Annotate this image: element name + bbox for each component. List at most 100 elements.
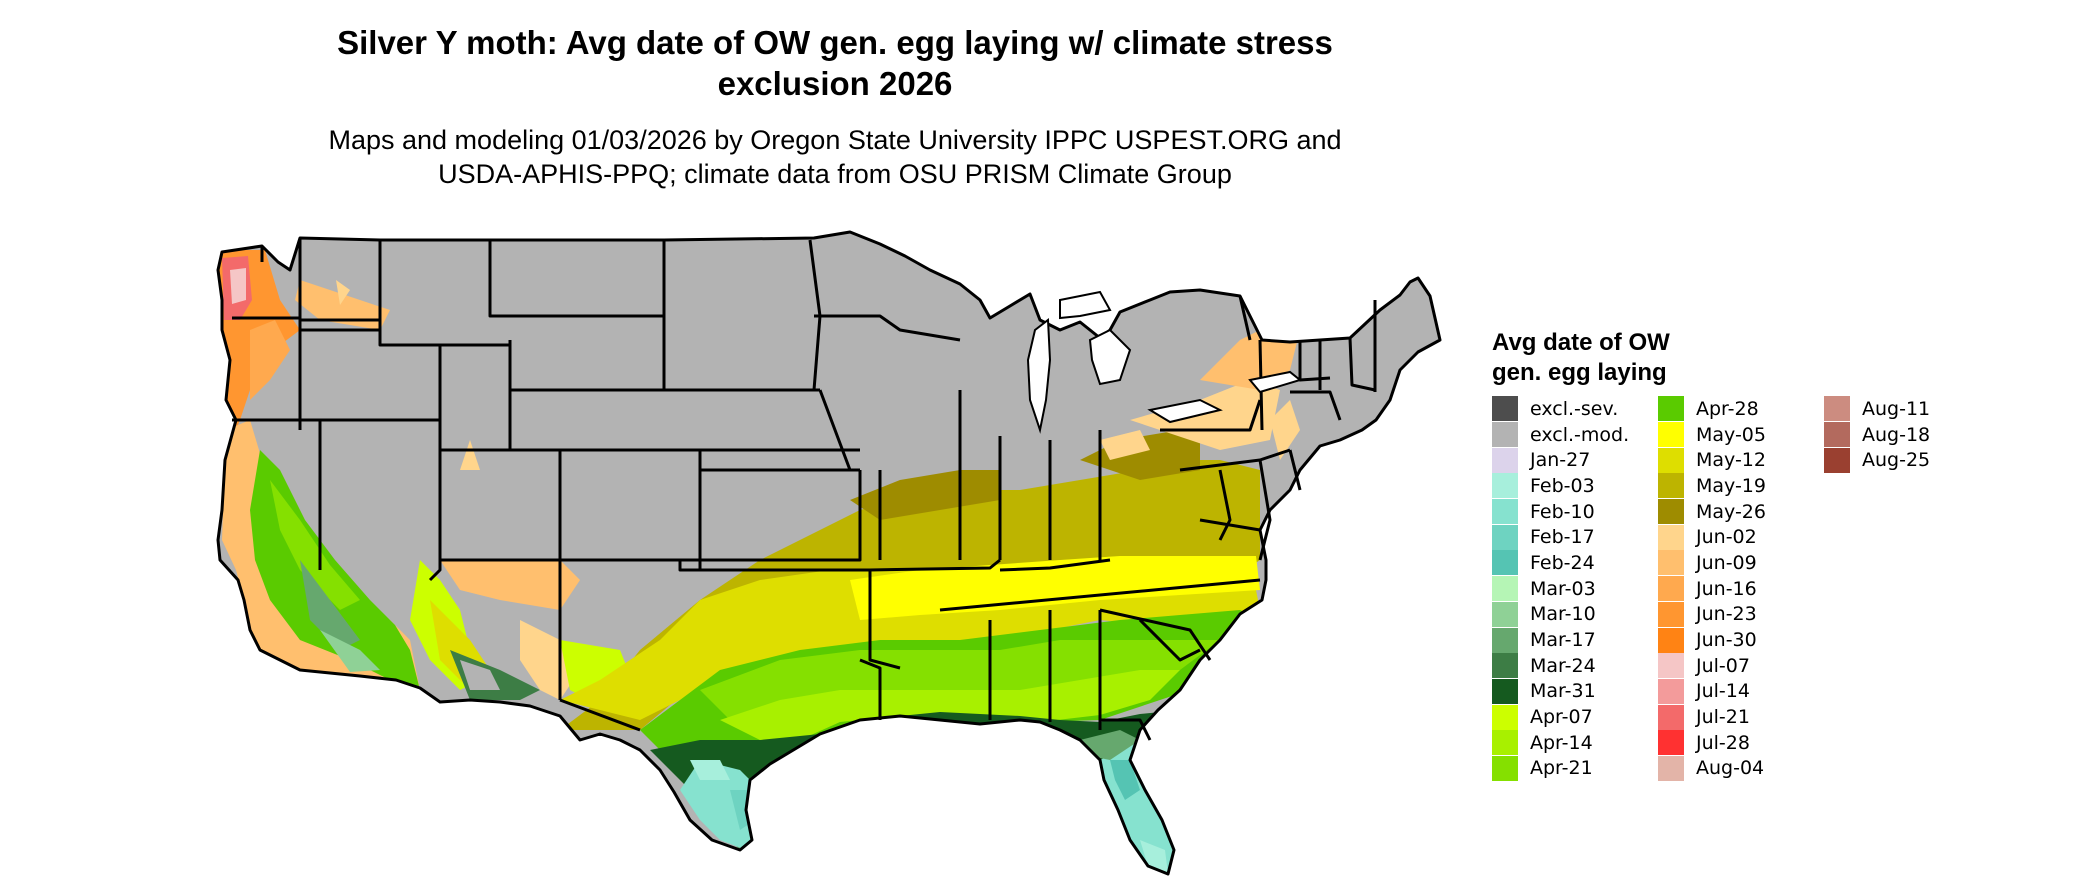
legend-swatch — [1492, 524, 1518, 550]
legend-item: Jun-09 — [1658, 550, 1824, 576]
legend-swatch — [1492, 730, 1518, 756]
legend-swatch — [1658, 524, 1684, 550]
title-line-2: exclusion 2026 — [717, 65, 953, 102]
legend-label: May-26 — [1696, 500, 1766, 523]
legend-label: Apr-14 — [1530, 731, 1593, 754]
legend-label: Jul-14 — [1696, 680, 1750, 703]
legend-swatch — [1492, 653, 1518, 679]
legend-swatch — [1492, 627, 1518, 653]
legend-label: Apr-21 — [1530, 757, 1593, 780]
legend-label: Aug-04 — [1696, 757, 1765, 780]
legend-item: Aug-25 — [1824, 447, 1990, 473]
legend-item: Mar-10 — [1492, 601, 1658, 628]
legend-swatch — [1492, 601, 1518, 627]
legend-label: Jun-09 — [1696, 551, 1757, 574]
page-title: Silver Y moth: Avg date of OW gen. egg l… — [190, 22, 1480, 104]
legend-item: excl.-mod. — [1492, 422, 1658, 448]
legend-item: Apr-14 — [1492, 730, 1658, 756]
legend-swatch — [1658, 678, 1684, 704]
legend-item: Jul-14 — [1658, 678, 1824, 705]
legend-swatch — [1658, 601, 1684, 627]
legend-item: Mar-24 — [1492, 653, 1658, 679]
legend-item: Mar-03 — [1492, 576, 1658, 602]
subtitle-line-2: USDA-APHIS-PPQ; climate data from OSU PR… — [438, 159, 1232, 189]
legend-label: May-05 — [1696, 423, 1766, 446]
legend-swatch — [1658, 396, 1684, 422]
legend-item: Aug-18 — [1824, 422, 1990, 448]
legend-swatch — [1658, 704, 1684, 730]
legend-item: Feb-10 — [1492, 499, 1658, 525]
legend-swatch — [1492, 704, 1518, 730]
legend-item: Mar-31 — [1492, 678, 1658, 705]
legend-swatch — [1492, 755, 1518, 781]
title-line-1: Silver Y moth: Avg date of OW gen. egg l… — [337, 24, 1333, 61]
legend-swatch — [1492, 473, 1518, 499]
legend-title-line-2: gen. egg laying — [1492, 359, 1667, 386]
legend-label: excl.-sev. — [1530, 397, 1619, 420]
legend-item: May-19 — [1658, 473, 1824, 499]
legend-label: Aug-25 — [1862, 449, 1931, 472]
legend-swatch — [1492, 550, 1518, 576]
legend-swatch — [1824, 422, 1850, 448]
legend-item: Jun-02 — [1658, 524, 1824, 550]
legend-label: May-12 — [1696, 449, 1766, 472]
legend-swatch — [1658, 422, 1684, 448]
legend: excl.-sev. excl.-mod. Jan-27 Feb-03 Feb-10 Fe… — [1492, 396, 1990, 781]
legend-item: Aug-11 — [1824, 396, 1990, 422]
legend-column: excl.-sev. excl.-mod. Jan-27 Feb-03 Feb-10 Fe… — [1492, 396, 1658, 781]
legend-item: Feb-24 — [1492, 550, 1658, 576]
legend-label: Apr-07 — [1530, 706, 1593, 729]
legend-label: Jul-07 — [1696, 654, 1750, 677]
legend-label: Mar-03 — [1530, 577, 1596, 600]
legend-swatch — [1492, 678, 1518, 704]
legend-swatch — [1824, 447, 1850, 473]
legend-swatch — [1658, 499, 1684, 525]
legend-item: Aug-04 — [1658, 755, 1824, 782]
legend-item: Feb-17 — [1492, 524, 1658, 550]
legend-label: excl.-mod. — [1530, 423, 1630, 446]
legend-swatch — [1658, 550, 1684, 576]
legend-column: Apr-28 May-05 May-12 May-19 May-26 Jun-02 Jun-… — [1658, 396, 1824, 781]
legend-item: Jun-23 — [1658, 601, 1824, 628]
legend-swatch — [1492, 447, 1518, 473]
legend-label: Jul-28 — [1696, 731, 1750, 754]
legend-title-line-1: Avg date of OW — [1492, 329, 1670, 356]
legend-item: Jun-30 — [1658, 627, 1824, 653]
legend-swatch — [1658, 653, 1684, 679]
legend-item: Apr-28 — [1658, 396, 1824, 422]
legend-label: Aug-11 — [1862, 397, 1931, 420]
legend-item: excl.-sev. — [1492, 396, 1658, 422]
legend-item: Mar-17 — [1492, 627, 1658, 653]
legend-label: Jun-23 — [1696, 603, 1757, 626]
legend-label: Mar-10 — [1530, 603, 1596, 626]
legend-swatch — [1658, 627, 1684, 653]
legend-item: Jul-28 — [1658, 730, 1824, 756]
legend-label: Mar-31 — [1530, 680, 1596, 703]
legend-item: Jun-16 — [1658, 576, 1824, 602]
legend-label: Apr-28 — [1696, 397, 1759, 420]
legend-label: Mar-17 — [1530, 629, 1596, 652]
legend-label: Jun-02 — [1696, 526, 1757, 549]
legend-item: Jan-27 — [1492, 447, 1658, 473]
legend-item: Jul-07 — [1658, 653, 1824, 679]
legend-label: Feb-17 — [1530, 526, 1595, 549]
legend-swatch — [1658, 576, 1684, 602]
legend-label: Jan-27 — [1530, 449, 1591, 472]
legend-item: Jul-21 — [1658, 704, 1824, 730]
legend-column: Aug-11 Aug-18 Aug-25 — [1824, 396, 1990, 781]
legend-title: Avg date of OW gen. egg laying — [1492, 328, 1732, 388]
legend-swatch — [1658, 730, 1684, 756]
legend-swatch — [1492, 396, 1518, 422]
page-subtitle: Maps and modeling 01/03/2026 by Oregon S… — [190, 123, 1480, 191]
legend-label: Mar-24 — [1530, 654, 1596, 677]
legend-label: Feb-10 — [1530, 500, 1595, 523]
legend-label: May-19 — [1696, 474, 1766, 497]
legend-item: May-12 — [1658, 447, 1824, 473]
legend-swatch — [1492, 422, 1518, 448]
legend-label: Jun-30 — [1696, 629, 1757, 652]
legend-item: May-05 — [1658, 422, 1824, 448]
legend-swatch — [1824, 396, 1850, 422]
legend-swatch — [1658, 755, 1684, 781]
legend-swatch — [1658, 473, 1684, 499]
